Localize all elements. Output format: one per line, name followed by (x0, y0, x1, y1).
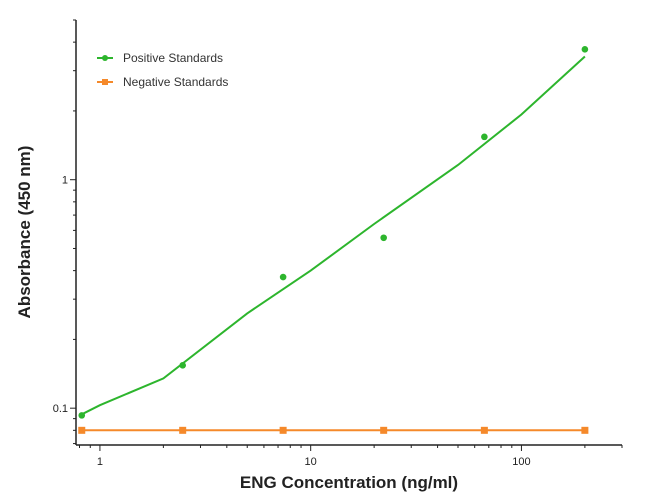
data-point (380, 426, 388, 434)
data-point (179, 426, 187, 434)
fit-curve (81, 55, 586, 416)
y-tick-label: 0.1 (53, 403, 68, 415)
legend-label: Positive Standards (123, 51, 223, 65)
data-point (179, 362, 186, 369)
legend-label: Negative Standards (123, 75, 228, 89)
legend-marker (102, 79, 108, 85)
data-point (279, 426, 287, 434)
x-axis-label: ENG Concentration (ng/ml) (240, 473, 458, 492)
data-point (581, 46, 589, 53)
data-point (78, 426, 86, 434)
data-point (279, 273, 287, 281)
x-tick-label: 10 (305, 456, 317, 468)
legend: Positive Standards Negative Standards (97, 51, 228, 89)
x-tick-label: 100 (512, 456, 530, 468)
y-axis-label: Absorbance (450 nm) (15, 146, 34, 319)
plot-area (78, 46, 589, 434)
data-point (380, 234, 387, 242)
axes: 1 10 100 0.1 1 (53, 19, 623, 468)
legend-marker (102, 55, 108, 61)
data-point (581, 426, 589, 434)
series-negative-standards (78, 426, 589, 434)
y-tick-label: 1 (62, 175, 68, 187)
data-point (480, 426, 488, 434)
series-positive-standards (78, 46, 589, 419)
data-point (78, 412, 86, 419)
x-tick-label: 1 (97, 456, 103, 468)
data-point (481, 133, 488, 141)
